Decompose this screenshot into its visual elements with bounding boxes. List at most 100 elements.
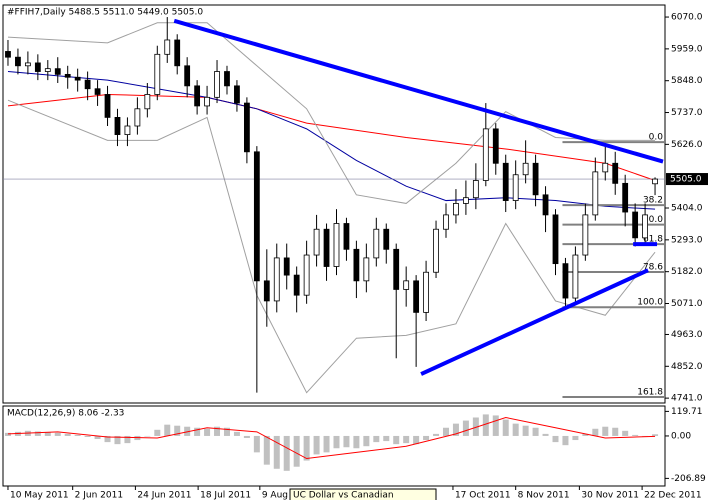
fib-label: 161.8: [637, 387, 663, 397]
fib-label: 38.2: [643, 196, 663, 206]
macd-bar: [233, 431, 240, 436]
candle-body: [602, 162, 609, 173]
trendline: [420, 268, 649, 376]
candle-body: [313, 228, 320, 256]
macd-bar: [492, 415, 499, 436]
candle-body: [423, 271, 429, 313]
candle-body: [283, 257, 290, 276]
macd-bar: [184, 426, 191, 436]
candle-body: [383, 228, 390, 250]
candle-body: [492, 128, 499, 164]
candle-body: [263, 280, 270, 302]
candle-body: [5, 51, 11, 58]
macd-bar: [124, 435, 131, 444]
y-tick-label: 0.00: [671, 431, 691, 441]
candle-body: [453, 203, 459, 216]
macd-bar: [512, 423, 519, 436]
candle-body: [253, 151, 260, 282]
candle-body: [303, 254, 310, 296]
candle-body: [472, 180, 479, 199]
macd-bar: [84, 435, 91, 437]
y-tick-label: 4852.0: [671, 362, 703, 372]
macd-title: MACD(12,26,9) 8.06 -2.33: [7, 409, 124, 419]
x-tick-label: 30 Nov 2011: [581, 491, 639, 500]
candle-body: [552, 214, 559, 265]
macd-bar: [482, 414, 489, 436]
plot-layer: 6070.0 5959.0 5848.0 5737.0 5626.0 5404.0 5293…: [3, 13, 708, 500]
candle-body: [652, 178, 658, 185]
macd-bar: [652, 434, 659, 436]
candle-body: [204, 96, 210, 107]
macd-bar: [4, 432, 11, 436]
candle-body: [482, 128, 489, 181]
candle-body: [403, 280, 410, 290]
macd-bar: [383, 435, 390, 442]
x-tick-label: 10 May 2011: [10, 491, 69, 500]
macd-pane-frame: [2, 405, 666, 487]
macd-bar: [104, 435, 111, 443]
candle-body: [393, 248, 400, 290]
candle-body: [463, 197, 469, 204]
x-tick-label: 17 Oct 2011: [455, 491, 511, 500]
y-tick-label: 119.71: [671, 407, 703, 417]
candle-body: [612, 162, 619, 184]
macd-bar: [214, 426, 221, 436]
macd-bar: [373, 435, 380, 443]
macd-bar: [194, 427, 201, 436]
macd-bar: [313, 435, 320, 455]
macd-bar: [283, 435, 290, 471]
candle-body: [174, 39, 181, 67]
macd-bar: [472, 417, 479, 436]
candle-body: [154, 53, 161, 95]
candle-body: [373, 228, 380, 259]
candle-body: [363, 257, 370, 282]
candle-body: [582, 214, 589, 256]
y-tick-label: 5404.0: [671, 204, 703, 214]
macd-bar: [34, 431, 41, 436]
y-tick-label: 5293.0: [671, 235, 703, 245]
candle-body: [94, 88, 101, 95]
candle-body: [44, 68, 51, 72]
fib-label: 50.0: [643, 215, 663, 225]
candle-body: [323, 228, 330, 267]
macd-bar: [502, 419, 509, 436]
candle-body: [632, 211, 639, 239]
candle-body: [144, 94, 151, 110]
macd-bar: [442, 427, 449, 436]
candle-body: [15, 56, 21, 67]
candle-body: [194, 85, 201, 107]
macd-bar: [323, 435, 330, 453]
candle-body: [164, 39, 171, 55]
fib-label: 61.8: [643, 235, 663, 245]
candle-body: [24, 62, 31, 67]
macd-bar: [393, 435, 400, 445]
indicator-line: [7, 22, 656, 204]
macd-bar: [552, 435, 559, 443]
x-tick-label: 8 Nov 2011: [518, 491, 570, 500]
macd-bar: [622, 430, 629, 436]
candle-body: [443, 214, 449, 230]
candle-body: [562, 263, 569, 299]
x-tick-label: 22 Dec 2011: [644, 491, 702, 500]
x-tick-label: 9 Aug 2011: [262, 491, 314, 500]
candle-body: [502, 162, 509, 201]
y-tick-label: 5071.0: [671, 299, 703, 309]
macd-bar: [44, 432, 51, 436]
candle-body: [234, 85, 240, 104]
y-tick-label: 4963.0: [671, 330, 703, 340]
candle-body: [522, 162, 529, 176]
candle-body: [642, 214, 648, 239]
macd-bar: [144, 435, 151, 437]
macd-bar: [263, 435, 270, 465]
indicator-line: [7, 71, 656, 210]
fib-label: 78.6: [643, 262, 663, 272]
candle-body: [433, 228, 439, 273]
fib-label: 0.0: [649, 133, 664, 143]
candle-body: [184, 65, 191, 87]
current-price-box: [666, 173, 708, 186]
candle-body: [592, 171, 599, 216]
candle-body: [413, 280, 420, 313]
candle-body: [243, 102, 250, 153]
macd-bar: [542, 433, 549, 436]
